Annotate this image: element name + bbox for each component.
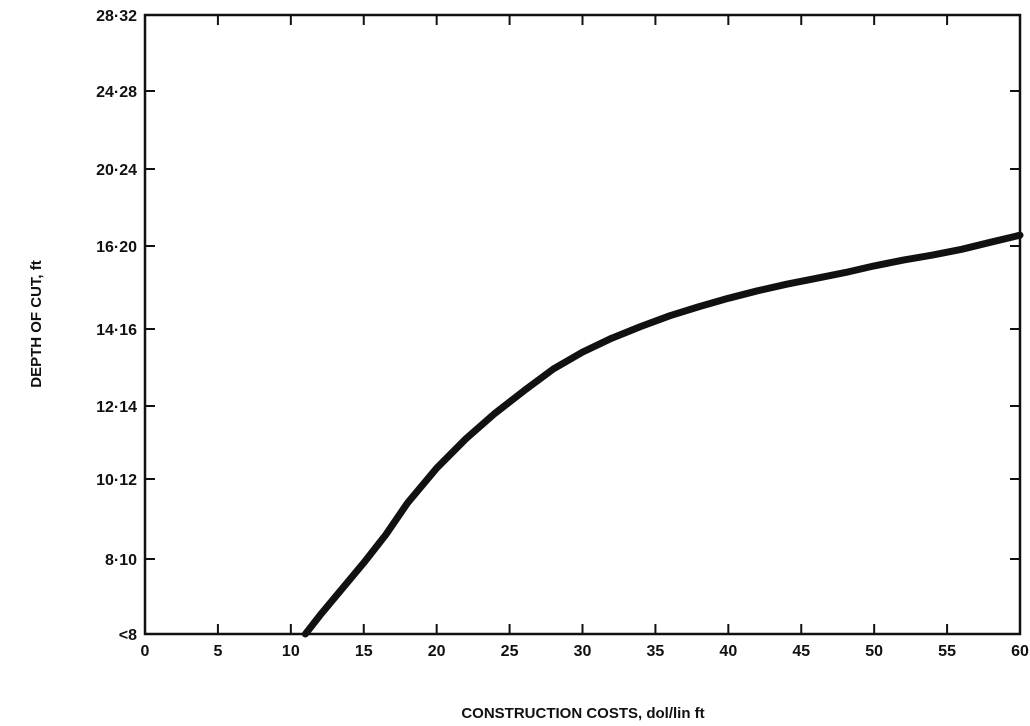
y-tick-label: 28·32 [96,8,137,25]
x-axis-ticks: 0 5 10 15 20 25 30 35 40 45 50 55 60 [141,15,1029,660]
x-tick-label: 50 [865,643,883,660]
x-tick-label: 55 [938,643,956,660]
x-tick-label: 15 [355,643,373,660]
x-tick-label: 20 [428,643,446,660]
x-axis-label: CONSTRUCTION COSTS, dol/lin ft [461,705,704,722]
x-tick-label: 60 [1011,643,1029,660]
y-tick-label: <8 [119,627,137,644]
depth-cost-curve [301,231,1024,638]
y-tick-label: 24·28 [96,84,137,101]
x-tick-label: 0 [141,643,150,660]
y-tick-label: 20·24 [96,162,137,179]
x-tick-label: 35 [647,643,665,660]
y-tick-label: 12·14 [96,399,137,416]
y-tick-label: 8·10 [105,552,137,569]
x-tick-label: 25 [501,643,519,660]
y-axis-label: DEPTH OF CUT, ft [28,260,45,388]
x-tick-label: 40 [719,643,737,660]
y-tick-label: 10·12 [96,472,137,489]
x-tick-label: 10 [282,643,300,660]
y-axis-ticks: <8 8·10 10·12 12·14 14·16 16·20 20·24 24·28 28·3… [96,8,1020,644]
x-tick-label: 5 [213,643,222,660]
y-tick-label: 16·20 [96,239,137,256]
plot-frame [143,13,1022,636]
x-tick-label: 45 [792,643,810,660]
x-tick-label: 30 [574,643,592,660]
y-tick-label: 14·16 [96,322,137,339]
